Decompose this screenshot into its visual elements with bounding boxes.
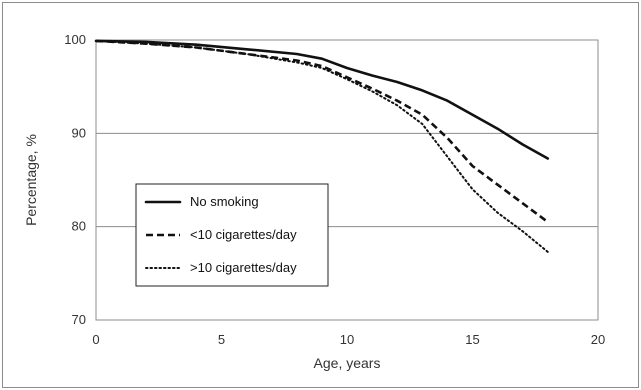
- x-tick-label: 0: [92, 332, 99, 347]
- plot-area-border: [95, 39, 599, 321]
- x-tick-label: 10: [340, 332, 354, 347]
- y-axis-tick-labels: 70 80 90 100: [64, 32, 86, 327]
- x-tick-label: 15: [465, 332, 479, 347]
- y-tick-label: 90: [72, 125, 86, 140]
- series-lines: [94, 39, 550, 253]
- y-tick-label: 80: [72, 219, 86, 234]
- legend-label: No smoking: [190, 194, 259, 209]
- series-line-1: [94, 39, 550, 160]
- y-axis-title: Percentage, %: [23, 134, 39, 226]
- y-tick-label: 70: [72, 312, 86, 327]
- x-tick-label: 20: [591, 332, 605, 347]
- y-tick-label: 100: [64, 32, 86, 47]
- legend-label: <10 cigarettes/day: [190, 227, 297, 242]
- series-line-2: [95, 39, 549, 224]
- x-axis-tick-labels: 0 5 10 15 20: [92, 332, 605, 347]
- legend: No smoking <10 cigarettes/day >10 cigarett…: [135, 183, 329, 287]
- legend-label: >10 cigarettes/day: [190, 260, 297, 275]
- series-line-3: [95, 39, 549, 253]
- legend-items: No smoking <10 cigarettes/day >10 cigarett…: [144, 194, 297, 275]
- x-tick-label: 5: [218, 332, 225, 347]
- x-axis-title: Age, years: [314, 355, 381, 371]
